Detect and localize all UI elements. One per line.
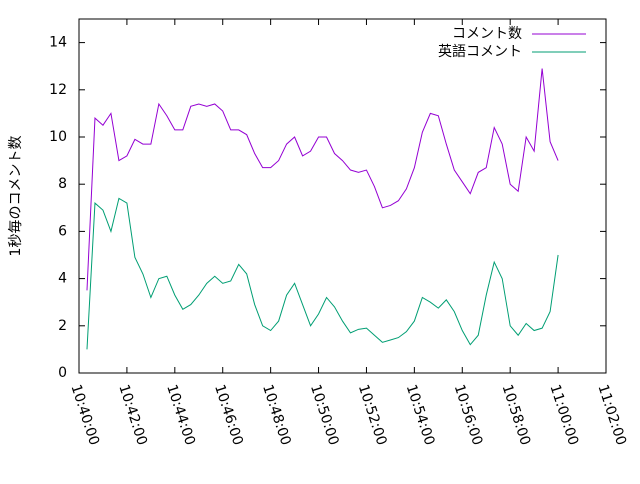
- y-tick-label: 6: [58, 223, 67, 239]
- legend-label: コメント数: [452, 26, 522, 42]
- y-tick-label: 2: [58, 318, 67, 334]
- y-tick-label: 10: [49, 129, 67, 145]
- y-tick-label: 4: [58, 271, 67, 287]
- series-line: [86, 197, 559, 350]
- legend-label: 英語コメント: [438, 43, 522, 60]
- y-axis-label: 1秒毎のコメント数: [8, 136, 24, 257]
- y-tick-label: 14: [49, 35, 67, 51]
- plot-frame: [78, 18, 607, 374]
- y-tick-label: 8: [58, 176, 67, 192]
- y-tick-label: 12: [49, 82, 67, 98]
- y-tick-label: 0: [58, 365, 67, 381]
- series-line: [86, 68, 559, 291]
